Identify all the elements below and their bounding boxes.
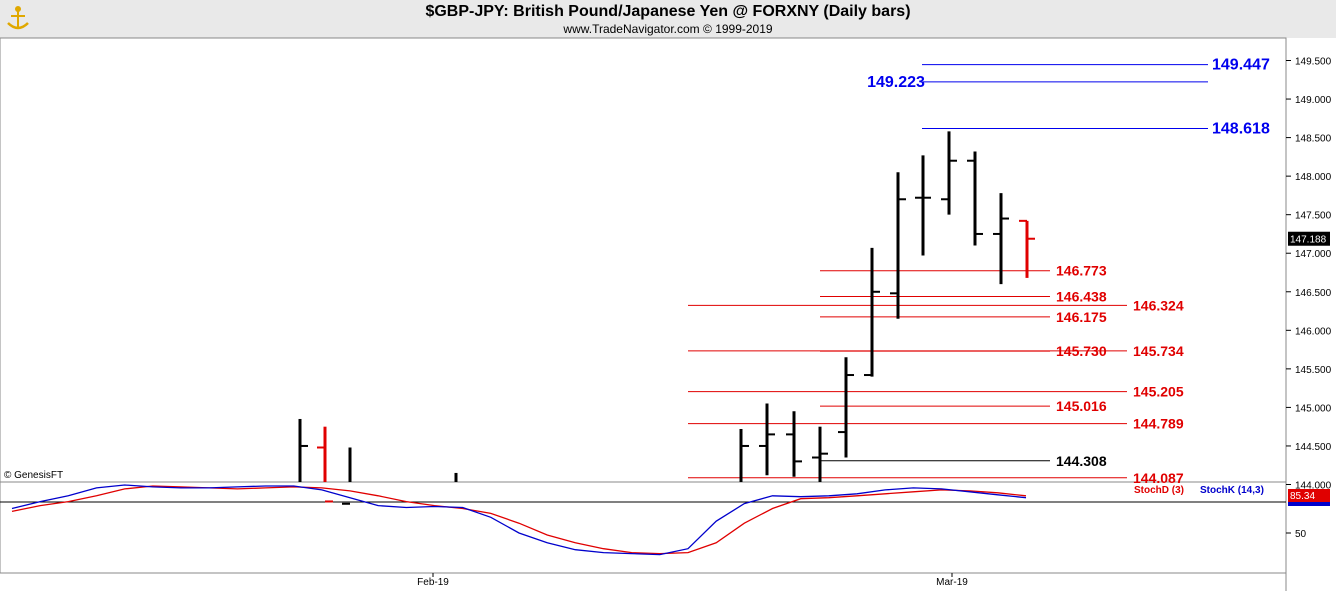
price-level-label: 146.438 [1056, 289, 1107, 305]
panel-frames [0, 37, 1287, 591]
price-level-label: 146.773 [1056, 263, 1107, 279]
price-level-label: 149.223 [867, 74, 925, 91]
price-level-label: 144.789 [1133, 416, 1184, 432]
price-panel-frame [0, 37, 1287, 483]
y-tick-label: 146.500 [1295, 288, 1332, 299]
price-level-label: 144.087 [1133, 470, 1184, 486]
price-level-label: 146.324 [1133, 297, 1184, 313]
y-tick-label: 145.000 [1295, 403, 1332, 414]
watermark: © GenesisFT [4, 470, 63, 481]
price-level-label: 145.016 [1056, 398, 1107, 414]
stochastic-panel-frame [0, 481, 1287, 574]
stochk-last-marker [1288, 502, 1330, 506]
y-tick-label: 147.000 [1295, 249, 1332, 260]
chart-header [0, 0, 1336, 38]
x-tick-label: Feb-19 [417, 577, 449, 588]
price-bars [298, 131, 1035, 505]
y-tick-label: 149.000 [1295, 95, 1332, 106]
legend-stochd: StochD (3) [1134, 485, 1184, 496]
y-tick-label: 144.500 [1295, 442, 1332, 453]
price-level-label: 145.205 [1133, 384, 1184, 400]
y-tick-label: 148.500 [1295, 134, 1332, 145]
x-tick-label: Mar-19 [936, 577, 968, 588]
price-level-label: 145.734 [1133, 343, 1184, 359]
stoch-last-box [1288, 489, 1330, 502]
price-level-label: 146.175 [1056, 309, 1107, 325]
stoch-tick-label: 50 [1295, 529, 1307, 540]
stochastic-line [11, 484, 1027, 556]
y-tick-label: 146.000 [1295, 326, 1332, 337]
stochastic-panel: StochD (3) StochK (14,3) 50 85.34 [11, 484, 1330, 556]
price-level-label: 149.447 [1212, 57, 1270, 74]
price-level-label: 144.308 [1056, 453, 1107, 469]
chart-subtitle: www.TradeNavigator.com © 1999-2019 [563, 22, 773, 36]
chart-title: $GBP-JPY: British Pound/Japanese Yen @ F… [425, 3, 911, 20]
y-tick-label: 149.500 [1295, 57, 1332, 68]
price-axis: 149.500 149.000 148.500 148.000 147.500 147.0… [1286, 57, 1332, 492]
tradenavigator-logo-icon [3, 3, 33, 38]
y-tick-label: 144.000 [1295, 481, 1332, 492]
y-tick-label: 147.500 [1295, 211, 1332, 222]
last-price-label: 147.188 [1290, 235, 1327, 246]
legend-stochk: StochK (14,3) [1200, 485, 1264, 496]
y-tick-label: 145.500 [1295, 365, 1332, 376]
stochastic-line [11, 485, 1027, 555]
last-price-box [1288, 231, 1330, 246]
stoch-last-label: 85.34 [1290, 491, 1315, 502]
date-axis: Feb-19 Mar-19 [417, 573, 968, 588]
price-level-label: 148.618 [1212, 120, 1270, 137]
y-tick-label: 148.000 [1295, 172, 1332, 183]
price-levels: 149.447 149.223 148.618 146.773 146.438 146.3… [688, 57, 1270, 486]
